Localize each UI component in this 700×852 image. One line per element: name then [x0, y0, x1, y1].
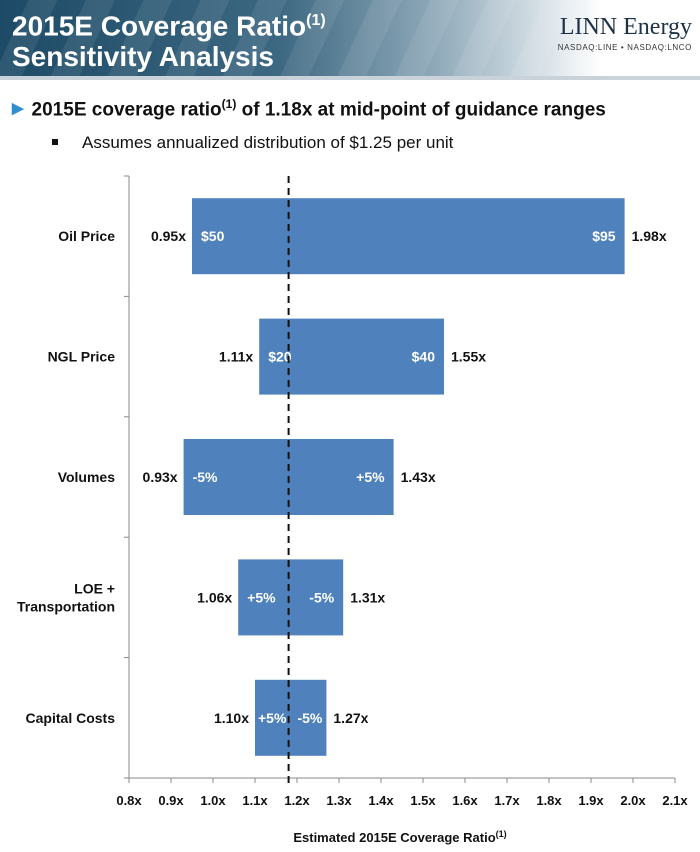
title-line1: 2015E Coverage Ratio: [12, 10, 307, 42]
main-bullet-text-pre: 2015E coverage ratio: [31, 99, 222, 121]
header-stripes: [0, 0, 700, 76]
bar-high-value: 1.31x: [350, 589, 385, 605]
bar-low-case: +5%: [258, 710, 287, 726]
x-tick-label: 1.8x: [536, 793, 562, 808]
category-label: Capital Costs: [26, 710, 116, 726]
bar-high-value: 1.55x: [451, 349, 486, 365]
x-tick-label: 1.3x: [326, 793, 352, 808]
x-tick-label: 1.4x: [368, 793, 394, 808]
header-banner: [0, 0, 700, 76]
x-tick-label: 1.6x: [452, 793, 478, 808]
bar-low-case: $50: [201, 228, 225, 244]
category-label: Transportation: [17, 598, 115, 614]
x-tick-label: 1.1x: [242, 793, 268, 808]
bar-high-case: -5%: [309, 589, 334, 605]
bar-low-case: -5%: [193, 469, 218, 485]
logo-tickers: NASDAQ:LINE • NASDAQ:LNCO: [557, 43, 692, 52]
bar-high-case: -5%: [297, 710, 322, 726]
main-bullet-footnote: (1): [221, 97, 237, 111]
bar-low-value: 0.95x: [151, 228, 186, 244]
bar-low-case: +5%: [247, 589, 276, 605]
bar-low-value: 0.93x: [143, 469, 178, 485]
bar: [259, 318, 444, 395]
triangle-bullet-icon: ▶: [12, 100, 24, 118]
bar-high-case: +5%: [356, 469, 385, 485]
x-tick-label: 0.8x: [116, 793, 142, 808]
bar-high-case: $95: [592, 228, 616, 244]
x-tick-label: 1.0x: [200, 793, 226, 808]
bar-high-value: 1.98x: [632, 228, 667, 244]
bar-high-value: 1.27x: [333, 710, 368, 726]
sub-bullet-text: Assumes annualized distribution of $1.25…: [82, 133, 454, 152]
x-tick-label: 2.1x: [662, 793, 688, 808]
bar-low-value: 1.06x: [197, 589, 232, 605]
bar: [192, 198, 625, 275]
x-tick-label: 1.5x: [410, 793, 436, 808]
main-bullet-text-post: of 1.18x at mid-point of guidance ranges: [236, 99, 606, 121]
bar-high-case: $40: [412, 349, 436, 365]
category-label: NGL Price: [48, 349, 116, 365]
bar-low-value: 1.11x: [219, 349, 253, 365]
page-title: 2015E Coverage Ratio(1) Sensitivity Anal…: [12, 5, 326, 72]
bar-low-value: 1.10x: [214, 710, 249, 726]
category-label: LOE +: [74, 580, 115, 596]
logo-name: LINN Energy: [559, 14, 692, 40]
bar-low-case: $20: [268, 349, 292, 365]
bar: [238, 559, 344, 636]
title-line2: Sensitivity Analysis: [12, 41, 274, 73]
x-axis-label: Estimated 2015E Coverage Ratio(1): [293, 829, 506, 845]
x-tick-label: 1.2x: [284, 793, 310, 808]
header-divider: [0, 76, 700, 80]
sub-bullet: Assumes annualized distribution of $1.25…: [52, 133, 453, 153]
bar: [255, 679, 327, 756]
x-tick-label: 1.7x: [494, 793, 520, 808]
category-label: Oil Price: [58, 228, 115, 244]
square-bullet-icon: [52, 139, 58, 145]
x-tick-label: 2.0x: [620, 793, 646, 808]
company-logo: LINN Energy NASDAQ:LINE • NASDAQ:LNCO: [542, 14, 692, 52]
main-bullet: ▶ 2015E coverage ratio(1) of 1.18x at mid…: [12, 97, 606, 121]
x-tick-label: 1.9x: [578, 793, 604, 808]
category-label: Volumes: [58, 469, 116, 485]
x-tick-label: 0.9x: [158, 793, 184, 808]
title-footnote: (1): [306, 12, 326, 29]
bar-high-value: 1.43x: [401, 469, 436, 485]
